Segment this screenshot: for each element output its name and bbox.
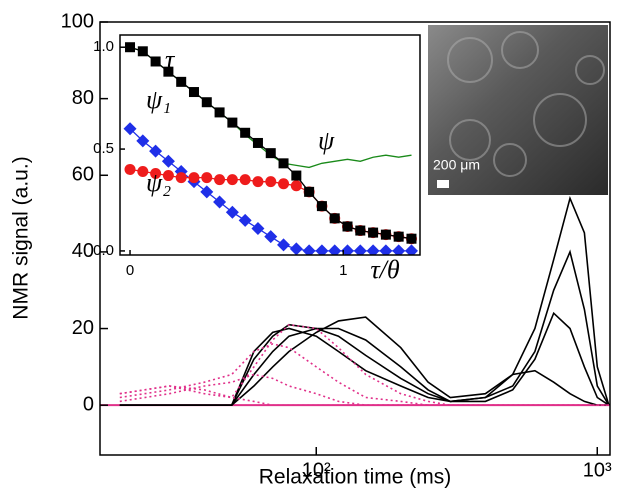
axes-frame	[119, 34, 421, 256]
plot-area	[123, 42, 418, 255]
y-axis-title: NMR signal (a.u.)	[10, 156, 33, 319]
marker	[406, 233, 417, 244]
x-tick-label: 1	[339, 262, 347, 279]
marker	[123, 122, 137, 136]
marker	[379, 244, 393, 255]
marker	[214, 174, 226, 186]
marker	[291, 170, 302, 181]
sem-texture	[493, 143, 527, 177]
marker	[380, 229, 391, 240]
marker	[278, 158, 289, 169]
sem-texture	[449, 119, 491, 161]
marker	[201, 97, 212, 108]
marker	[163, 66, 174, 77]
marker	[290, 180, 302, 192]
series-line	[119, 385, 609, 406]
y-tick-label: 0.5	[93, 140, 114, 157]
axes-frame	[99, 21, 611, 456]
sem-texture	[447, 37, 493, 83]
scale-bar	[437, 180, 449, 188]
marker	[393, 231, 404, 242]
x-tick-label: 10³	[583, 459, 612, 481]
sem-texture	[501, 31, 539, 69]
series-line	[119, 323, 609, 406]
marker	[315, 244, 329, 255]
sem-image	[428, 25, 608, 195]
y-tick-label: 60	[72, 164, 94, 186]
marker	[188, 172, 200, 184]
marker	[304, 186, 315, 197]
marker	[264, 230, 278, 244]
marker	[404, 244, 418, 255]
marker	[392, 244, 406, 255]
y-tick-label: 20	[72, 317, 94, 339]
y-tick-label: 80	[72, 87, 94, 109]
marker	[252, 137, 263, 148]
marker	[150, 56, 161, 67]
marker	[342, 221, 353, 232]
marker	[137, 165, 149, 177]
marker	[278, 178, 290, 190]
x-axis-title: τ/θ	[370, 255, 400, 284]
y-tick-label: 1.0	[93, 38, 114, 55]
series-line	[119, 373, 609, 406]
y-tick-label: 0.0	[93, 242, 114, 259]
marker	[302, 244, 316, 255]
marker	[175, 172, 187, 184]
marker	[200, 185, 214, 199]
marker	[277, 238, 291, 252]
marker	[238, 213, 252, 227]
series-label: ψ₂	[146, 168, 171, 197]
marker	[136, 134, 150, 148]
marker	[251, 222, 265, 236]
marker	[316, 201, 327, 212]
marker	[239, 174, 251, 186]
marker	[240, 127, 251, 138]
marker	[176, 76, 187, 87]
marker	[149, 144, 163, 158]
marker	[289, 242, 303, 255]
sem-texture	[533, 93, 587, 147]
marker	[137, 46, 148, 57]
series-label: ψ₁	[146, 85, 171, 114]
marker	[368, 227, 379, 238]
sem-texture	[575, 55, 605, 85]
marker	[252, 176, 264, 188]
marker	[162, 170, 174, 182]
marker	[213, 195, 227, 209]
series-line	[119, 249, 610, 406]
y-tick-label: 0	[83, 393, 94, 415]
y-tick-label: 40	[72, 240, 94, 262]
x-axis-title: Relaxation time (ms)	[259, 466, 452, 489]
series-line	[119, 343, 609, 406]
marker	[225, 205, 239, 219]
series-label: τ	[165, 45, 176, 74]
scale-label: 200 μm	[433, 157, 480, 173]
marker	[161, 154, 175, 168]
marker	[201, 172, 213, 184]
marker	[214, 107, 225, 118]
marker	[125, 42, 136, 53]
plot-area	[100, 195, 610, 407]
marker	[355, 225, 366, 236]
marker	[329, 213, 340, 224]
marker	[353, 244, 367, 255]
series-line	[119, 311, 610, 406]
x-tick-label: 10²	[302, 459, 331, 481]
series-label: ψ	[318, 126, 335, 155]
marker	[366, 244, 380, 255]
marker	[328, 244, 342, 255]
marker	[265, 176, 277, 188]
marker	[150, 168, 162, 180]
y-tick-label: 100	[61, 10, 94, 32]
marker	[226, 174, 238, 186]
x-tick-label: 0	[126, 262, 134, 279]
marker	[188, 87, 199, 98]
marker	[341, 244, 355, 255]
marker	[227, 117, 238, 128]
marker	[265, 148, 276, 159]
marker	[124, 163, 136, 175]
